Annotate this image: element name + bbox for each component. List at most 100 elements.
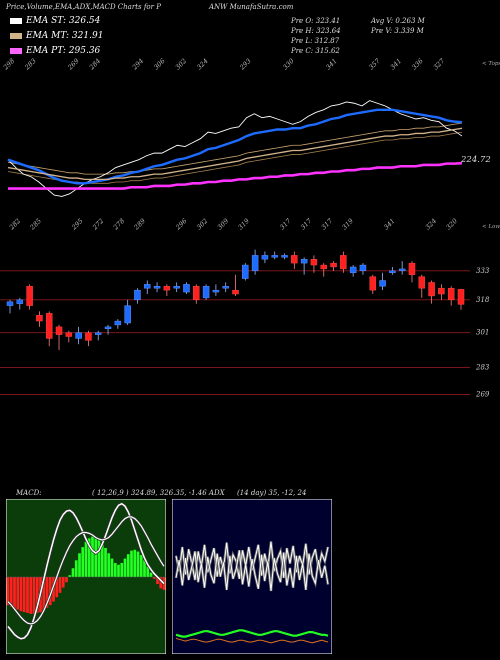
macd-histogram-bar bbox=[104, 548, 107, 577]
level-label: 283 bbox=[475, 363, 490, 371]
macd-histogram-bar bbox=[126, 554, 130, 577]
stat-prev-open: Pre O: 323.41 bbox=[291, 17, 341, 25]
candle-body bbox=[36, 315, 43, 322]
tops-note: < Tops bbox=[482, 61, 500, 67]
macd-histogram-bar bbox=[123, 558, 127, 577]
legend-ema-mt: EMA MT: 321.91 bbox=[10, 31, 103, 41]
low-tick-label: 272 bbox=[90, 218, 105, 232]
chart-title-right: ANW MunafaSutra.com bbox=[209, 3, 294, 11]
macd-histogram-bar bbox=[68, 575, 72, 577]
top-tick-label: 306 bbox=[152, 58, 166, 71]
candle-body bbox=[320, 264, 327, 270]
candle-body bbox=[85, 332, 92, 341]
macd-histogram-bar bbox=[42, 577, 46, 611]
adx-chart bbox=[172, 499, 332, 654]
low-tick-label: 282 bbox=[7, 218, 22, 232]
candle-body bbox=[349, 266, 357, 273]
macd-histogram-bar bbox=[84, 541, 88, 577]
candle-body bbox=[457, 289, 465, 305]
candle-body bbox=[153, 286, 161, 289]
candle-body bbox=[193, 286, 200, 301]
macd-histogram-bar bbox=[29, 577, 33, 614]
macd-histogram-bar bbox=[97, 540, 101, 577]
level-label: 333 bbox=[476, 267, 490, 275]
low-tick-label: 319 bbox=[237, 218, 251, 231]
low-tick-label: 309 bbox=[216, 218, 230, 231]
legend-ema-st: EMA ST: 326.54 bbox=[10, 16, 100, 26]
level-label: 269 bbox=[475, 390, 490, 398]
candle-body bbox=[114, 320, 122, 326]
candle-body bbox=[55, 326, 63, 335]
candle-body bbox=[124, 305, 131, 324]
macd-histogram-bar bbox=[78, 553, 81, 577]
macd-histogram-bar bbox=[9, 577, 13, 607]
series-ema-st bbox=[7, 108, 463, 185]
candle-body bbox=[134, 289, 141, 301]
low-tick-label: 296 bbox=[173, 218, 188, 232]
macd-histogram-bar bbox=[110, 558, 114, 577]
ema-mt-upper-band bbox=[7, 122, 463, 175]
candle-body bbox=[418, 276, 426, 289]
candle-body bbox=[330, 262, 337, 268]
macd-histogram-bar bbox=[117, 564, 120, 577]
stat-prev-low: Pre L: 312.87 bbox=[291, 37, 340, 45]
top-tick-label: 283 bbox=[23, 58, 38, 72]
macd-histogram-bar bbox=[130, 550, 133, 577]
lows-note: < Lows bbox=[482, 224, 500, 230]
macd-histogram-bar bbox=[13, 577, 16, 609]
macd-histogram-bar bbox=[58, 577, 62, 593]
top-tick-label: 293 bbox=[238, 58, 253, 72]
macd-histogram-bar bbox=[159, 577, 163, 589]
macd-histogram-bar bbox=[61, 577, 65, 588]
macd-histogram-bar bbox=[152, 577, 156, 579]
top-tick-label: 324 bbox=[195, 58, 209, 71]
series-ema-mt bbox=[7, 127, 463, 181]
low-tick-label: 302 bbox=[195, 218, 209, 231]
top-tick-label: 341 bbox=[389, 58, 403, 71]
level-label: 301 bbox=[476, 329, 489, 337]
adx-params: (14 day) 35, -12, 24 bbox=[237, 489, 307, 497]
macd-histogram-bar bbox=[35, 577, 39, 614]
adx-adx-line bbox=[175, 629, 329, 638]
macd-histogram-bar bbox=[91, 536, 94, 577]
candle-body bbox=[104, 326, 112, 329]
macd-histogram-bar bbox=[6, 577, 10, 606]
top-tick-label: 298 bbox=[1, 58, 16, 72]
candle-body bbox=[438, 288, 445, 295]
macd-histogram-bar bbox=[100, 543, 104, 577]
last-value-label: 224.72 bbox=[460, 155, 491, 165]
chart-title-left: Price,Volume,EMA,ADX,MACD Charts for P bbox=[6, 3, 161, 11]
low-tick-label: 317 bbox=[299, 218, 314, 231]
candle-body bbox=[379, 280, 386, 287]
candle-body bbox=[281, 255, 288, 258]
candlestick-chart: 282 285 295 272 278 289 296 302 309 319 317 317 317 3… bbox=[0, 218, 500, 398]
macd-macd-line bbox=[7, 502, 165, 640]
candle-body bbox=[183, 284, 190, 293]
macd-params: ( 12,26,9 ) 324.89, 326.35, -1.46 ADX bbox=[92, 489, 225, 497]
macd-histogram-bar bbox=[16, 577, 20, 610]
candle-body bbox=[300, 259, 308, 264]
candle-body bbox=[291, 255, 298, 264]
candle-body bbox=[202, 286, 210, 299]
legend-ema-pt: EMA PT: 295.36 bbox=[10, 46, 100, 56]
candle-body bbox=[271, 255, 278, 258]
macd-histogram-bar bbox=[26, 577, 29, 614]
low-tick-label: 319 bbox=[341, 218, 355, 231]
candle-body bbox=[232, 289, 239, 295]
macd-histogram-bar bbox=[149, 572, 153, 577]
macd-histogram-bar bbox=[19, 577, 23, 612]
macd-histogram-bar bbox=[65, 577, 68, 583]
macd-histogram-bar bbox=[87, 538, 91, 577]
macd-histogram-bar bbox=[55, 577, 59, 598]
candle-body bbox=[340, 255, 347, 270]
top-tick-label: 269 bbox=[66, 58, 81, 72]
candle-body bbox=[16, 299, 24, 304]
top-tick-label: 294 bbox=[130, 58, 145, 72]
candle-body bbox=[428, 282, 435, 297]
candle-body bbox=[242, 264, 249, 279]
macd-histogram-bar bbox=[146, 566, 150, 577]
macd-chart bbox=[6, 499, 166, 654]
adx-di-orange-line bbox=[175, 637, 329, 644]
macd-histogram-bar bbox=[22, 577, 26, 613]
top-tick-label: 284 bbox=[87, 58, 102, 72]
